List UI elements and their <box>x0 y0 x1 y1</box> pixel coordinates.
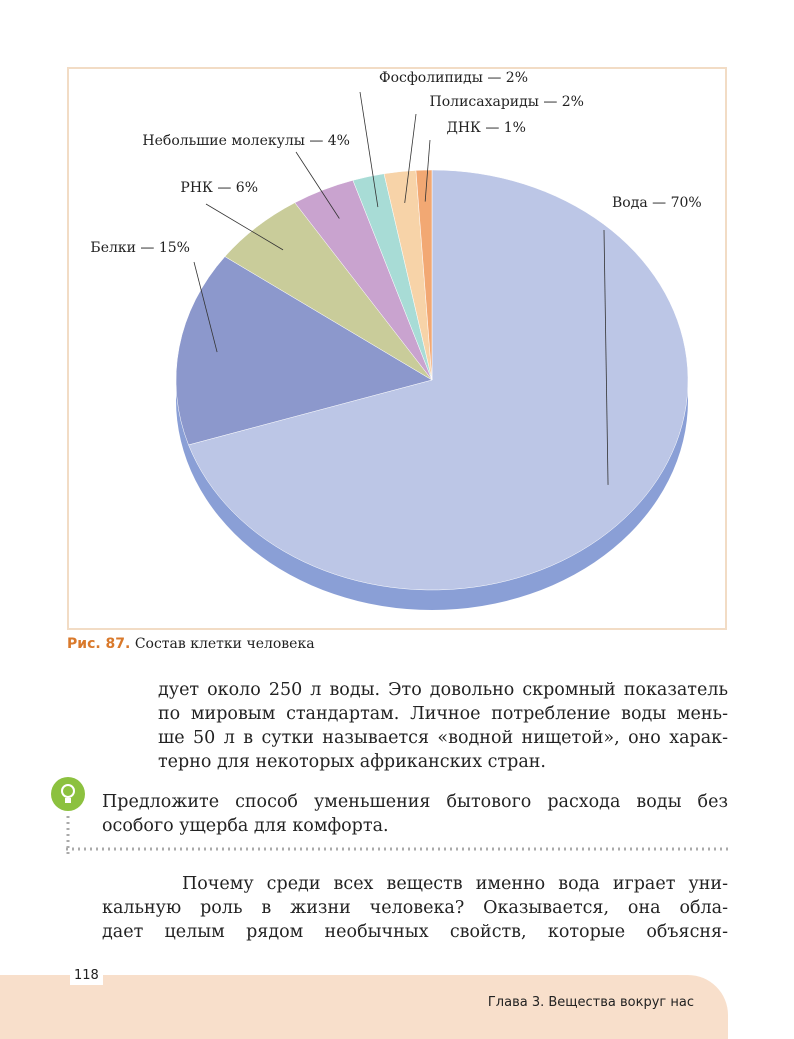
question: Предложите способ уменьшения бытового ра… <box>102 790 728 838</box>
paragraph: Почему среди всех веществ именно вода иг… <box>102 872 728 944</box>
leader-line <box>603 229 609 485</box>
leader-line <box>359 91 379 208</box>
slice-label: Небольшие молекулы — 4% <box>142 133 350 149</box>
text-line: особого ущерба для комфорта. <box>102 816 389 836</box>
paragraph: дует около 250 л воды. Это довольно скро… <box>158 678 728 774</box>
slice-label: Вода — 70% <box>612 195 702 211</box>
slice-label: Полисахариды — 2% <box>430 94 584 110</box>
text-line: по мировым стандартам. Личное потреблени… <box>158 704 728 724</box>
slice-label: Белки — 15% <box>90 240 190 256</box>
slice-label: РНК — 6% <box>180 180 258 196</box>
leader-line <box>295 151 340 219</box>
slice-label: Фосфолипиды — 2% <box>379 70 528 86</box>
leader-line <box>205 203 284 251</box>
caption-text: Состав клетки человека <box>134 636 315 652</box>
leader-line <box>424 139 431 202</box>
page-number: 118 <box>70 966 103 985</box>
leader-line <box>404 113 417 203</box>
text-line: дает целым рядом необычных свойств, кото… <box>102 922 728 942</box>
footer-band <box>0 975 728 1039</box>
dotted-rule <box>66 847 730 851</box>
text-line: ше 50 л в сутки называется «водной нищет… <box>158 728 728 748</box>
caption-number: Рис. 87. <box>67 636 131 652</box>
slice-label: ДНК — 1% <box>446 120 526 136</box>
pie-slice <box>188 169 689 591</box>
pie-chart: Вода — 70% Белки — 15% РНК — 6% Небольшие м… <box>90 70 702 610</box>
figure-frame <box>67 67 727 630</box>
idea-icon <box>51 777 85 854</box>
text-line: терно для некоторых африканских стран. <box>158 752 546 772</box>
leader-line <box>193 261 218 353</box>
text-line: Предложите способ уменьшения бытового ра… <box>102 792 728 812</box>
pie-slice <box>415 169 433 381</box>
text-line: дует около 250 л воды. Это довольно скро… <box>158 680 728 700</box>
text-line: кальную роль в жизни человека? Оказывает… <box>102 898 728 918</box>
text-line: Почему среди всех веществ именно вода иг… <box>182 874 728 894</box>
caption: Рис. 87. Состав клетки человека <box>67 636 315 652</box>
chapter-title: Глава 3. Вещества вокруг нас <box>487 995 694 1010</box>
pie-slice <box>175 256 433 446</box>
